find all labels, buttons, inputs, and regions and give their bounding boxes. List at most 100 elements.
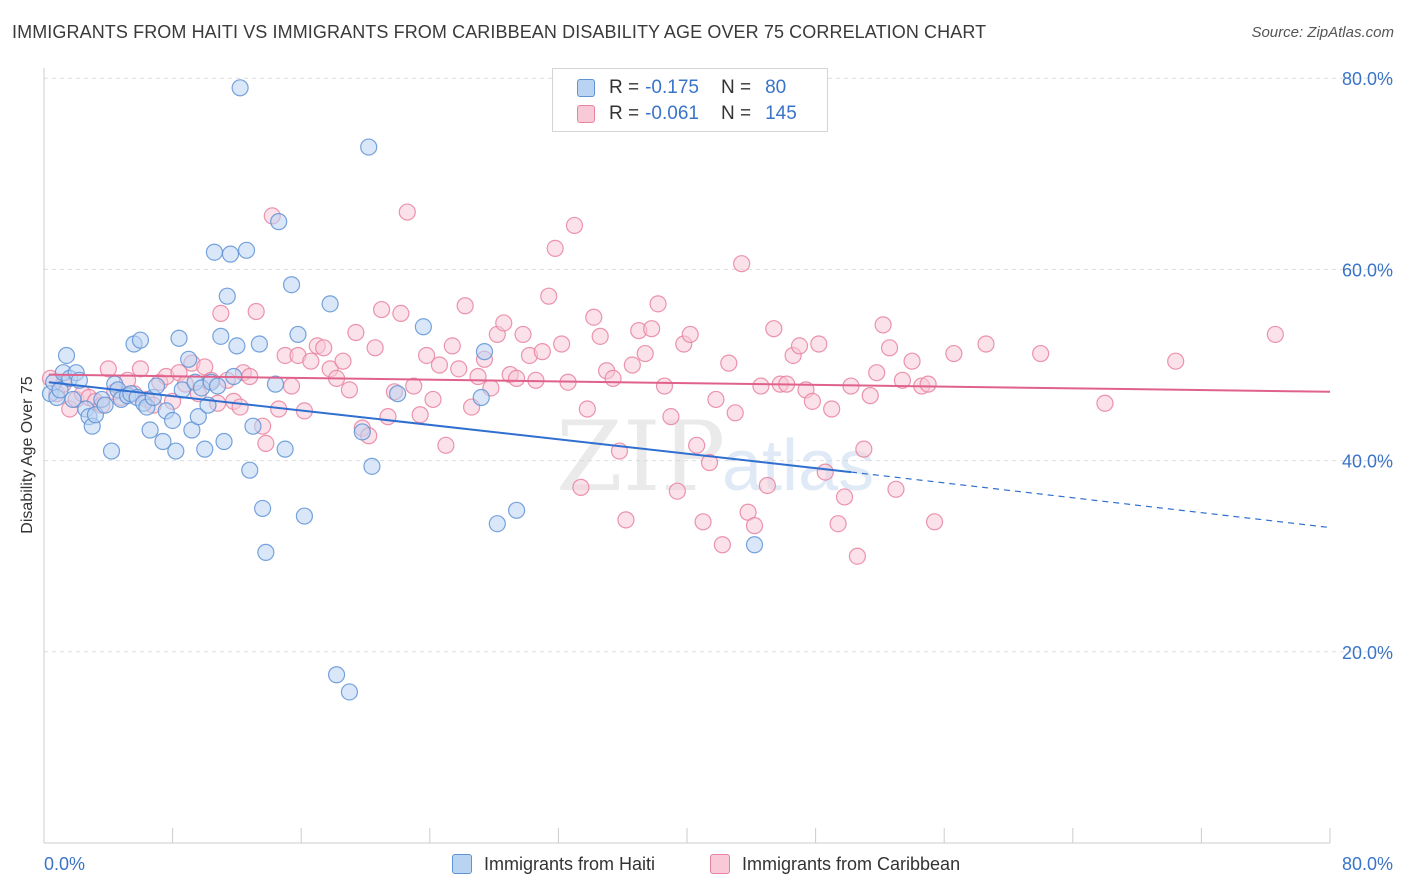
caribbean-point — [1266, 325, 1284, 344]
legend-swatch-caribbean — [577, 105, 595, 123]
caribbean-point — [379, 408, 397, 426]
caribbean-point — [893, 371, 912, 389]
haiti-point — [250, 335, 269, 353]
haiti-point — [221, 245, 240, 263]
haiti-point — [164, 411, 182, 430]
y-tick-label: 40.0% — [1342, 452, 1393, 472]
caribbean-point — [372, 300, 391, 319]
haiti-point — [353, 423, 371, 441]
caribbean-trend-line — [48, 373, 1331, 393]
x-tick-label: 80.0% — [1342, 854, 1393, 874]
caribbean-point — [700, 453, 719, 472]
caribbean-point — [212, 304, 230, 323]
haiti-point — [289, 325, 307, 344]
haiti-point — [189, 408, 207, 426]
caribbean-point — [443, 337, 461, 355]
legend-r-label: R = — [609, 77, 640, 98]
haiti-point — [51, 381, 69, 399]
caribbean-point — [366, 339, 384, 357]
caribbean-point — [315, 339, 333, 357]
caribbean-point — [1167, 352, 1185, 370]
caribbean-point — [655, 377, 674, 395]
bottom-legend-haiti: Immigrants from Haiti — [452, 852, 655, 876]
caribbean-point — [861, 387, 879, 405]
caribbean-point — [257, 434, 275, 453]
caribbean-point — [816, 463, 834, 481]
legend-r-label: R = — [609, 103, 640, 124]
legend-n-label: N = — [720, 77, 752, 98]
caribbean-point — [855, 440, 873, 458]
legend-r-value-haiti: -0.175 — [645, 77, 699, 98]
bottom-legend-label-caribbean: Immigrants from Caribbean — [742, 853, 961, 874]
legend-n-value-haiti: 80 — [765, 77, 787, 98]
caribbean-point — [720, 354, 738, 372]
caribbean-point — [604, 369, 622, 388]
haiti-point — [147, 377, 166, 395]
caribbean-point — [450, 360, 468, 378]
haiti-point — [327, 666, 346, 684]
haiti-point — [237, 241, 256, 259]
caribbean-point — [643, 320, 661, 338]
caribbean-point — [546, 239, 564, 257]
legend-n-label: N = — [720, 103, 752, 124]
caribbean-point — [649, 295, 667, 313]
caribbean-point — [681, 325, 699, 344]
haiti-point — [360, 138, 378, 156]
caribbean-point — [508, 369, 526, 388]
caribbean-point — [745, 517, 764, 535]
axes — [43, 68, 1331, 844]
haiti-point — [167, 442, 185, 460]
watermark-zip: ZIP — [556, 401, 725, 513]
haiti-point — [170, 329, 188, 347]
caribbean-point — [823, 400, 841, 418]
caribbean-point — [282, 377, 301, 395]
haiti-point — [102, 442, 121, 460]
caribbean-point — [437, 436, 455, 454]
caribbean-point — [430, 356, 449, 374]
y-tick-label: 60.0% — [1342, 260, 1393, 280]
caribbean-point — [392, 304, 410, 323]
tick-labels: 20.0% 40.0% 60.0% 80.0% 0.0% 80.0% — [44, 69, 1393, 874]
caribbean-point — [340, 381, 359, 399]
haiti-point — [154, 432, 172, 451]
haiti-point — [276, 440, 294, 458]
haiti-point — [266, 375, 285, 393]
haiti-point — [389, 385, 407, 403]
caribbean-point — [694, 513, 712, 531]
caribbean-point — [790, 337, 809, 355]
legend-swatch-haiti — [577, 79, 595, 97]
caribbean-point — [398, 203, 416, 221]
caribbean-point — [903, 352, 921, 370]
caribbean-point — [347, 323, 365, 342]
caribbean-point — [880, 339, 899, 357]
haiti-point — [131, 331, 150, 349]
haiti-point — [64, 390, 82, 409]
bottom-legend-swatch-caribbean — [710, 854, 730, 874]
caribbean-point — [540, 287, 558, 305]
caribbean-point — [417, 346, 436, 365]
haiti-point — [414, 318, 432, 336]
x-tick-label: 0.0% — [44, 854, 85, 874]
caribbean-point — [302, 352, 320, 370]
caribbean-point — [868, 364, 886, 382]
haiti-point — [745, 536, 764, 554]
legend-n-value-caribbean: 145 — [765, 103, 797, 124]
haiti-trend-extension — [850, 471, 1331, 529]
caribbean-point — [758, 476, 776, 495]
caribbean-point — [765, 320, 783, 338]
caribbean-point — [977, 335, 995, 353]
chart-title: IMMIGRANTS FROM HAITI VS IMMIGRANTS FROM… — [12, 22, 987, 42]
caribbean-point — [456, 297, 474, 315]
caribbean-point — [810, 335, 828, 353]
haiti-point — [205, 243, 223, 261]
haiti-point — [295, 507, 314, 525]
caribbean-point — [405, 377, 423, 395]
haiti-point — [209, 377, 227, 395]
caribbean-point — [578, 400, 596, 418]
haiti-point — [363, 457, 381, 475]
caribbean-point — [572, 478, 590, 496]
caribbean-point — [829, 515, 847, 533]
caribbean-point — [848, 547, 866, 565]
caribbean-point — [514, 325, 532, 344]
